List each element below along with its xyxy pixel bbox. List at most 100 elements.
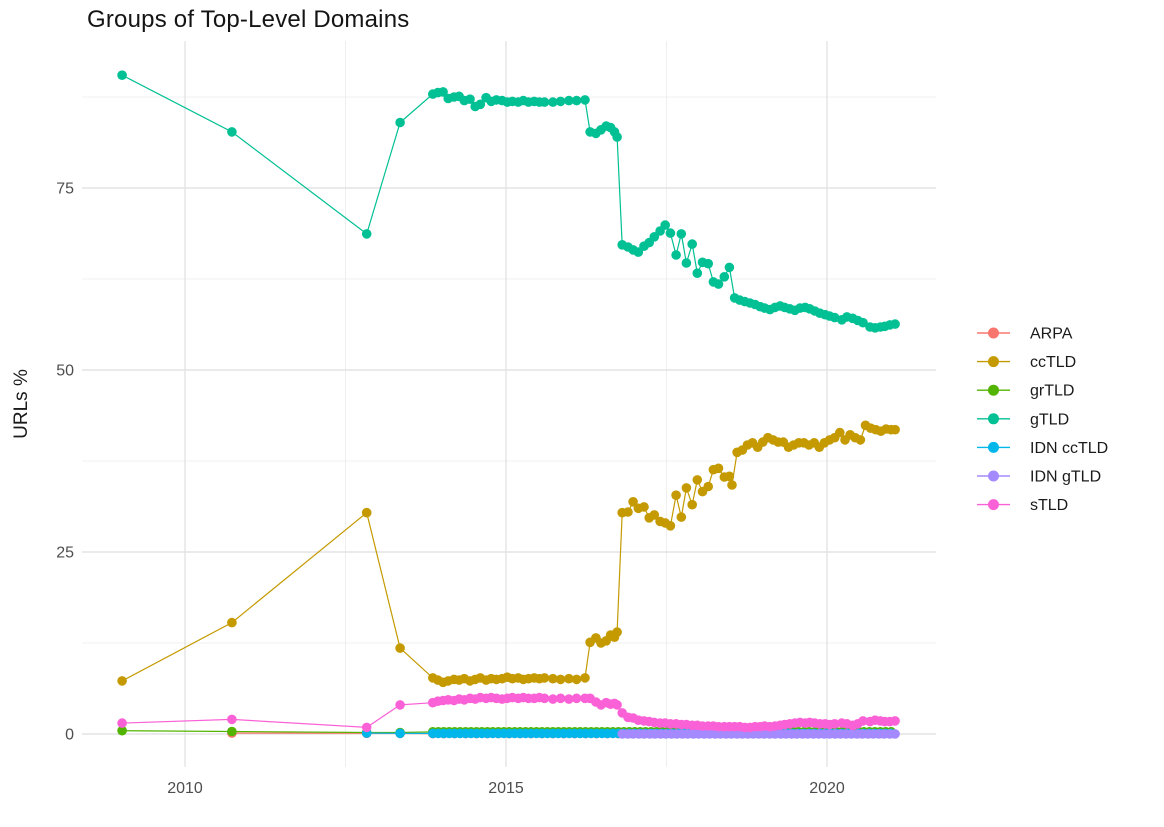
- data-point-gtld: [612, 132, 622, 142]
- data-point-cctld: [395, 643, 405, 653]
- series-idn-gtld: [617, 729, 900, 739]
- data-point-cctld: [676, 512, 687, 522]
- data-point-stld: [227, 714, 237, 725]
- data-point-grtld: [227, 726, 237, 737]
- data-point-cctld: [628, 497, 638, 507]
- data-point-gtld: [858, 317, 868, 328]
- data-point-gtld: [671, 250, 681, 260]
- series-gtld: [117, 70, 900, 333]
- y-axis-title: URLs %: [11, 369, 32, 439]
- legend-label-idn-gtld: IDN gTLD: [1030, 469, 1101, 486]
- data-point-gtld: [676, 229, 687, 239]
- legend-item-arpa: ARPA: [977, 326, 1073, 343]
- data-point-cctld: [227, 617, 237, 628]
- legend-label-cctld: ccTLD: [1030, 354, 1076, 371]
- data-point-gtld: [633, 247, 644, 257]
- data-point-gtld: [703, 258, 713, 269]
- data-point-cctld: [855, 435, 866, 445]
- y-axis: 0 25 50 75 URLs %: [11, 181, 74, 744]
- legend-item-gtld: gTLD: [977, 411, 1069, 428]
- data-point-stld: [395, 700, 405, 710]
- data-point-cctld: [649, 510, 660, 520]
- legend-key-dot-idn-gtld: [988, 470, 999, 482]
- data-point-cctld: [687, 499, 697, 510]
- data-point-stld: [571, 693, 582, 704]
- data-point-stld: [539, 693, 550, 704]
- series-cctld: [117, 420, 900, 688]
- data-point-gtld: [571, 95, 582, 106]
- data-point-cctld: [890, 424, 900, 435]
- y-tick-label: 0: [65, 727, 74, 744]
- data-point-stld: [612, 700, 622, 710]
- data-point-gtld: [395, 117, 405, 128]
- data-point-gtld: [724, 262, 735, 273]
- legend-item-stld: sTLD: [977, 497, 1068, 514]
- x-tick-label: 2015: [488, 780, 524, 797]
- legend-item-idn-gtld: IDN gTLD: [977, 469, 1101, 486]
- data-point-cctld: [564, 673, 574, 684]
- data-point-gtld: [361, 229, 372, 239]
- legend-key-dot-arpa: [988, 327, 999, 339]
- data-point-stld: [555, 693, 566, 704]
- data-point-cctld: [835, 427, 845, 438]
- data-point-gtld: [665, 228, 676, 238]
- data-point-grtld: [117, 725, 127, 736]
- data-point-cctld: [681, 483, 692, 493]
- legend-key-dot-gtld: [988, 413, 999, 425]
- data-point-gtld: [649, 232, 660, 242]
- data-point-idn-cctld: [395, 728, 405, 739]
- data-point-gtld: [564, 95, 574, 106]
- data-point-gtld: [539, 97, 550, 107]
- legend-item-grtld: grTLD: [977, 383, 1074, 400]
- data-point-cctld: [623, 507, 633, 517]
- data-point-stld: [890, 716, 900, 726]
- data-point-cctld: [555, 674, 566, 685]
- legend-label-idn-cctld: IDN ccTLD: [1030, 440, 1108, 457]
- data-point-gtld: [548, 97, 558, 107]
- data-point-stld: [829, 719, 840, 729]
- gridlines: [82, 41, 936, 767]
- data-point-gtld: [580, 95, 590, 105]
- data-point-cctld: [713, 463, 724, 474]
- legend-key-dot-grtld: [988, 384, 999, 396]
- data-point-cctld: [727, 480, 737, 490]
- data-point-idn-gtld: [890, 729, 900, 739]
- data-point-gtld: [719, 272, 730, 282]
- y-tick-label: 50: [56, 363, 74, 380]
- data-point-gtld: [475, 99, 486, 110]
- data-point-stld: [858, 716, 868, 726]
- data-point-gtld: [692, 268, 703, 279]
- legend-key-dot-cctld: [988, 356, 999, 368]
- legend-label-grtld: grTLD: [1030, 383, 1074, 400]
- legend-label-gtld: gTLD: [1030, 411, 1069, 428]
- legend-key-dot-stld: [988, 499, 999, 511]
- data-point-gtld: [227, 127, 237, 137]
- data-point-cctld: [612, 627, 622, 637]
- x-tick-label: 2020: [809, 780, 845, 797]
- data-point-cctld: [703, 481, 713, 492]
- legend-item-idn-cctld: IDN ccTLD: [977, 440, 1108, 457]
- data-point-stld: [564, 694, 574, 704]
- data-point-gtld: [465, 94, 475, 104]
- data-point-gtld: [438, 87, 448, 97]
- data-point-gtld: [681, 258, 692, 268]
- data-point-cctld: [692, 475, 703, 485]
- legend-key-dot-idn-cctld: [988, 441, 999, 453]
- data-point-cctld: [580, 673, 590, 683]
- data-point-cctld: [724, 471, 735, 482]
- data-point-stld: [117, 718, 127, 728]
- y-tick-label: 25: [56, 545, 74, 562]
- series-stld: [117, 692, 900, 733]
- chart-title: Groups of Top-Level Domains: [87, 6, 410, 33]
- legend: ARPA ccTLD grTLD gTLD IDN ccTLD IDN gTLD sTLD: [977, 326, 1108, 514]
- series-line-cctld: [121, 424, 896, 683]
- data-point-cctld: [117, 676, 127, 686]
- data-point-cctld: [361, 507, 372, 518]
- data-point-gtld: [117, 70, 127, 80]
- data-point-gtld: [890, 319, 900, 329]
- x-axis: 2010 2015 2020: [167, 780, 845, 797]
- data-point-cctld: [671, 490, 681, 501]
- data-point-cctld: [539, 673, 550, 683]
